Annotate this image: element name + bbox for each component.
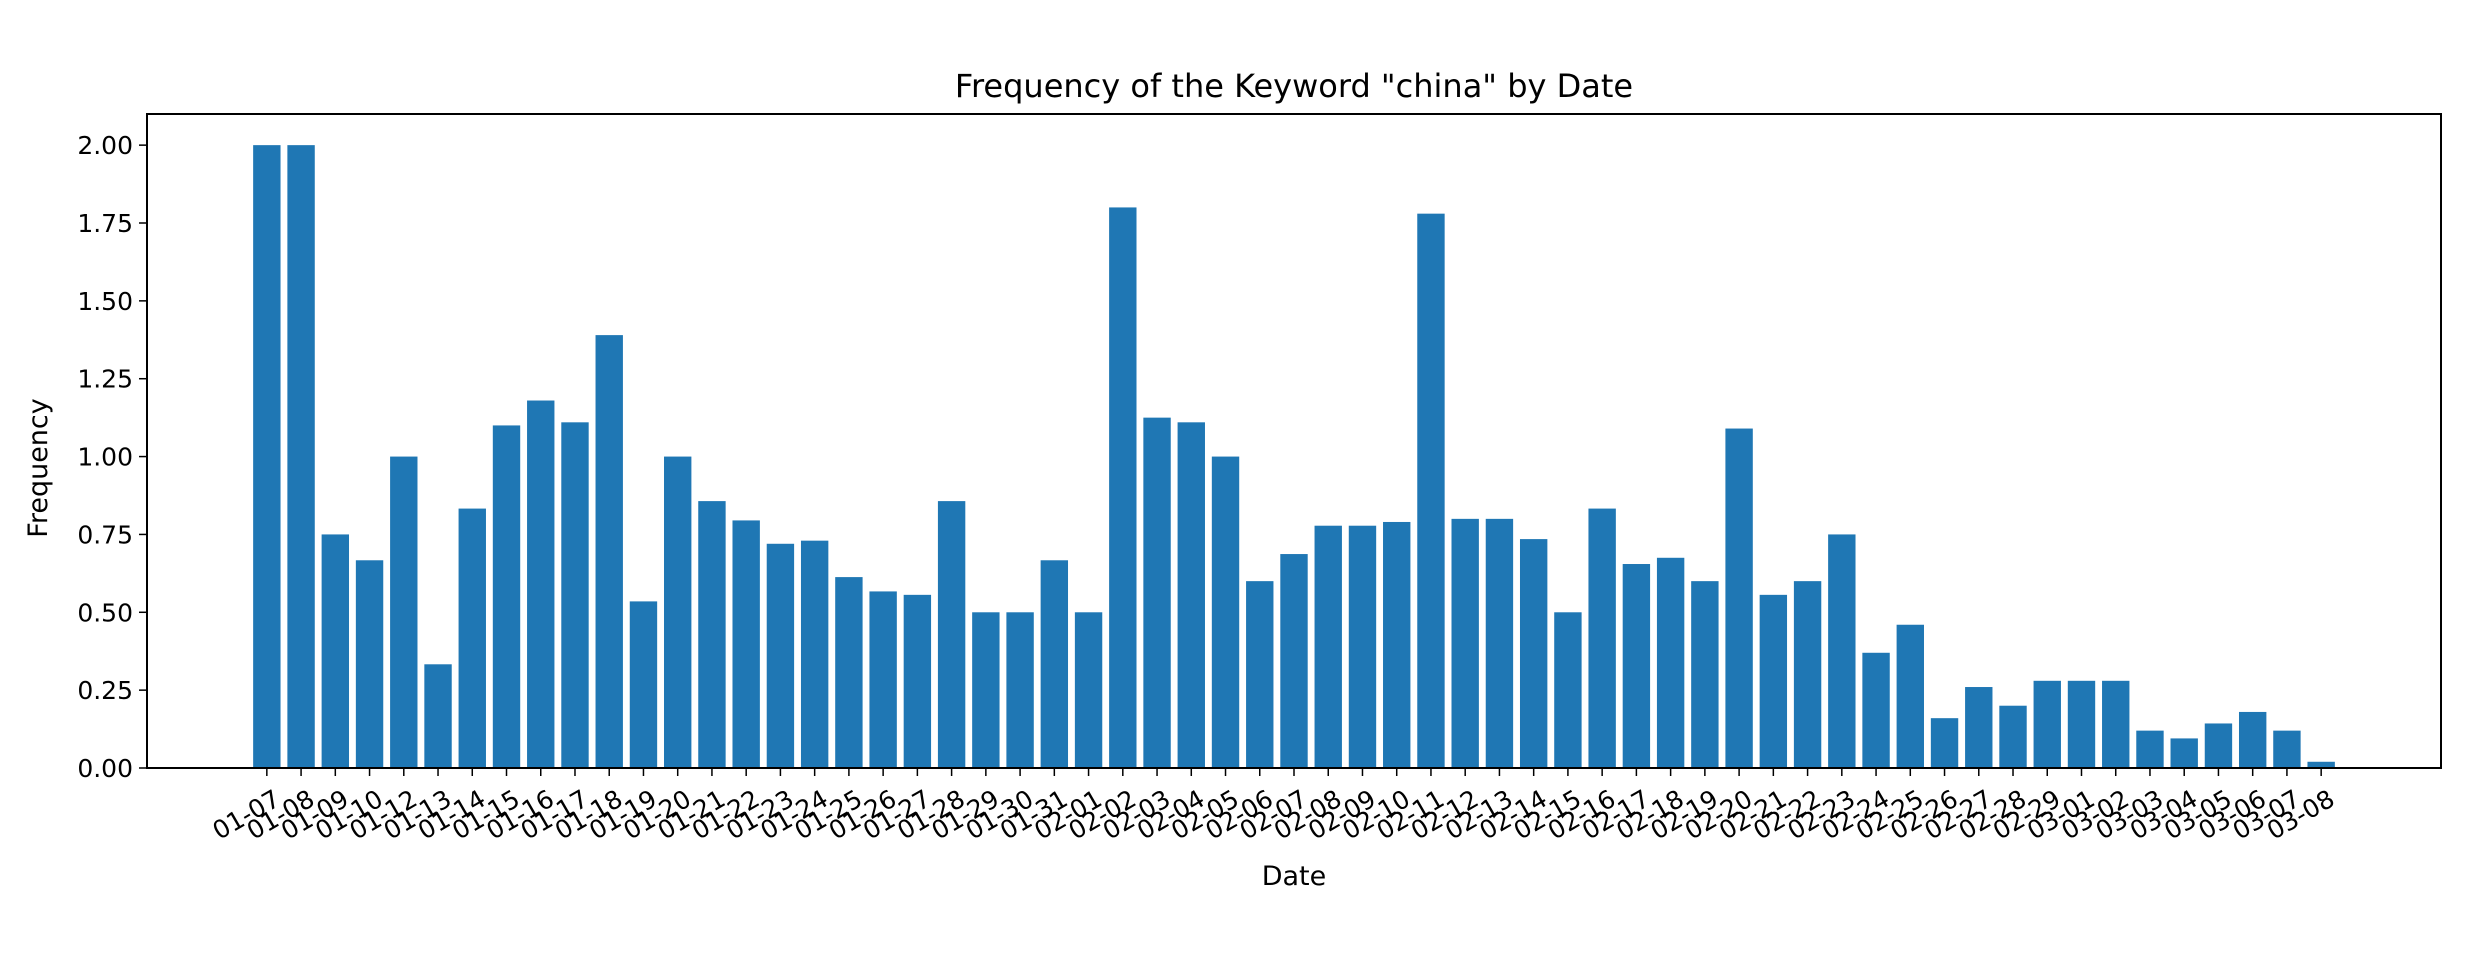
bar-01-24 xyxy=(800,540,829,768)
bar-01-20 xyxy=(664,456,692,768)
bar-01-14 xyxy=(458,508,486,768)
y-tick-label: 1.25 xyxy=(77,365,133,394)
y-tick-label: 0.75 xyxy=(77,520,133,549)
bar-01-18 xyxy=(595,335,623,768)
y-axis: 0.00 0.25 0.50 0.75 1.00 1.25 1.50 1.75 2.00 xyxy=(77,131,147,783)
bar-01-17 xyxy=(561,422,589,768)
y-axis-title: Frequency xyxy=(23,398,54,538)
bar-02-07 xyxy=(1280,554,1308,768)
bar-02-08 xyxy=(1314,525,1342,768)
bar-02-17 xyxy=(1622,564,1651,768)
bar-02-14 xyxy=(1519,539,1548,768)
bar-02-03 xyxy=(1143,417,1171,768)
bar-01-27 xyxy=(903,594,932,768)
bar-02-05 xyxy=(1211,456,1240,768)
bar-02-21 xyxy=(1759,594,1788,768)
bar-02-09 xyxy=(1348,525,1377,768)
bar-03-07 xyxy=(2273,730,2301,768)
plot-frame xyxy=(146,113,2442,769)
bar-02-28 xyxy=(1999,705,2027,768)
bar-01-28 xyxy=(937,501,966,768)
bar-02-11 xyxy=(1417,213,1445,768)
bar-01-22 xyxy=(732,520,760,768)
bar-01-31 xyxy=(1040,560,1069,768)
bar-02-13 xyxy=(1485,518,1514,768)
y-tick-label: 0.25 xyxy=(77,676,133,705)
bar-01-15 xyxy=(492,425,521,768)
bar-02-27 xyxy=(1965,687,1993,768)
chart-title: Frequency of the Keyword "china" by Date xyxy=(955,67,1633,105)
y-tick-label: 1.50 xyxy=(77,287,133,316)
bar-02-18 xyxy=(1656,557,1685,768)
bar-01-25 xyxy=(835,577,863,768)
y-tick-label: 2.00 xyxy=(77,131,133,160)
bar-02-25 xyxy=(1896,624,1924,768)
bar-02-16 xyxy=(1588,508,1616,768)
bar-03-04 xyxy=(2170,738,2198,768)
bar-02-22 xyxy=(1793,581,1822,768)
bar-02-19 xyxy=(1691,581,1719,768)
x-axis: 01-0701-0801-0901-1001-1201-1301-1401-15… xyxy=(208,768,2339,845)
bar-01-16 xyxy=(527,400,555,768)
bar-02-20 xyxy=(1725,428,1753,768)
bar-03-08 xyxy=(2307,761,2335,768)
bar-02-12 xyxy=(1451,518,1479,768)
bar-01-30 xyxy=(1006,612,1034,768)
bar-03-05 xyxy=(2204,723,2233,768)
bar-01-21 xyxy=(698,501,726,768)
bar-02-29 xyxy=(2033,680,2061,768)
bars-group xyxy=(253,145,2335,769)
bar-01-08 xyxy=(287,145,315,769)
bar-03-03 xyxy=(2136,730,2164,768)
bar-02-06 xyxy=(1246,581,1274,768)
bar-01-23 xyxy=(766,543,795,768)
bar-02-10 xyxy=(1383,521,1411,768)
bar-01-13 xyxy=(424,664,452,768)
y-tick-label: 0.50 xyxy=(77,598,133,627)
x-axis-title: Date xyxy=(1262,861,1327,892)
bar-03-01 xyxy=(2067,680,2096,768)
bar-02-23 xyxy=(1828,534,1856,768)
bar-02-26 xyxy=(1930,718,1959,768)
bar-03-06 xyxy=(2238,711,2267,768)
bar-02-01 xyxy=(1074,612,1103,768)
bar-03-02 xyxy=(2102,680,2130,768)
bar-01-09 xyxy=(321,534,350,768)
bar-02-24 xyxy=(1862,652,1890,768)
bar-01-10 xyxy=(355,560,384,768)
bar-01-19 xyxy=(629,601,658,768)
y-tick-label: 0.00 xyxy=(77,754,133,783)
bar-01-26 xyxy=(869,591,897,768)
bar-01-12 xyxy=(390,456,418,768)
bar-02-04 xyxy=(1177,422,1205,768)
bar-01-07 xyxy=(253,145,281,769)
y-tick-label: 1.00 xyxy=(77,443,133,472)
y-tick-label: 1.75 xyxy=(77,209,133,238)
bar-01-29 xyxy=(972,612,1000,768)
bar-02-02 xyxy=(1109,207,1137,768)
bar-02-15 xyxy=(1554,612,1582,768)
